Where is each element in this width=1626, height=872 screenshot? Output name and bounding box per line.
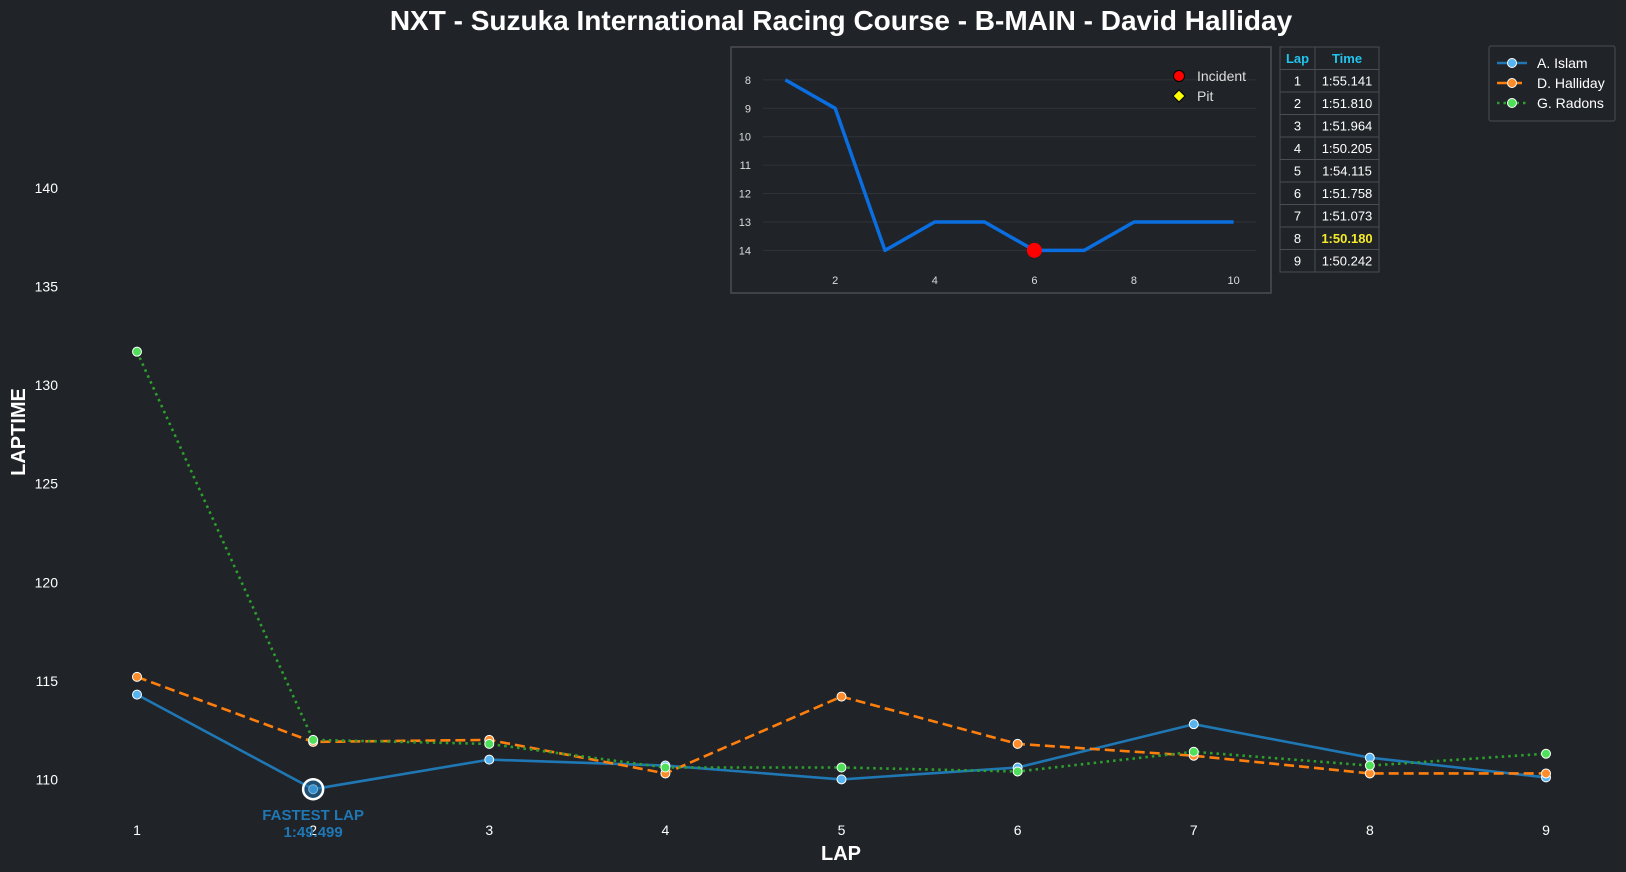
- y-tick-label: 130: [35, 377, 59, 393]
- data-point: [132, 671, 142, 682]
- main-series-group: [132, 346, 1551, 795]
- y-tick-label: 125: [35, 476, 59, 492]
- x-tick-label: 6: [1014, 822, 1022, 838]
- inset-y-tick-label: 13: [739, 217, 751, 229]
- y-tick-label: 135: [35, 279, 59, 295]
- x-tick-label: 3: [485, 822, 493, 838]
- inset-frame: [730, 46, 1272, 294]
- table-time-cell: 1:50.242: [1322, 254, 1373, 269]
- inset-y-tick-label: 9: [745, 103, 751, 115]
- incident-marker: [1026, 242, 1042, 258]
- inset-x-tick-label: 4: [932, 275, 938, 287]
- data-point: [1012, 738, 1023, 749]
- inset-x-tick-label: 10: [1227, 275, 1239, 287]
- data-point: [660, 762, 671, 773]
- table-lap-cell: 4: [1294, 141, 1301, 156]
- inset-x-tick-label: 6: [1031, 275, 1037, 287]
- legend-marker: [1507, 58, 1517, 68]
- data-point: [836, 762, 847, 773]
- data-point: [1364, 760, 1375, 771]
- fastest-lap-label: FASTEST LAP: [262, 807, 364, 824]
- legend-marker: [1507, 78, 1517, 88]
- fastest-lap-marker: [301, 777, 325, 801]
- incident-legend-label: Incident: [1197, 68, 1246, 84]
- data-point: [132, 346, 142, 357]
- table-best-time-cell: 1:50.180: [1321, 231, 1372, 246]
- data-point: [1541, 768, 1551, 779]
- main-legend: A. Islam D. Halliday G. Radons: [1488, 45, 1616, 122]
- chart-title: NXT - Suzuka International Racing Course…: [390, 5, 1293, 36]
- legend-box: [1488, 45, 1616, 122]
- y-tick-label: 120: [35, 574, 59, 590]
- inset-y-tick-label: 14: [739, 245, 751, 257]
- table-time-cell: 1:51.964: [1322, 119, 1373, 134]
- table-time-cell: 1:51.073: [1322, 209, 1373, 224]
- series-line-dhalliday: [136, 675, 1546, 775]
- y-axis-label: LAPTIME: [8, 388, 30, 476]
- table-header-cell: Lap: [1286, 51, 1309, 66]
- data-point: [484, 754, 495, 765]
- pit-legend-marker: [1172, 89, 1186, 103]
- y-tick-label: 110: [36, 771, 59, 787]
- x-tick-label: 2: [309, 822, 317, 838]
- table-time-cell: 1:51.810: [1322, 96, 1373, 111]
- incident-legend-marker: [1173, 70, 1185, 82]
- legend-marker: [1507, 98, 1517, 108]
- y-tick-label: 115: [36, 673, 59, 689]
- table-header-cell: Time: [1332, 51, 1362, 66]
- table-lap-cell: 5: [1294, 164, 1301, 179]
- table-lap-cell: 2: [1294, 96, 1301, 111]
- position-inset: 8 9 10 11 12 13 14 2 4 6 8 10 Incident Pit: [730, 46, 1272, 294]
- table-time-cell: 1:54.115: [1322, 164, 1372, 179]
- data-point: [836, 691, 847, 702]
- data-point: [836, 774, 847, 785]
- inset-x-tick-label: 2: [832, 275, 838, 287]
- table-lap-cell: 8: [1294, 231, 1301, 246]
- x-tick-label: 7: [1190, 822, 1198, 838]
- fastest-lap-time: 1:49.499: [284, 824, 343, 841]
- table-lap-cell: 1: [1294, 74, 1301, 89]
- data-point: [484, 738, 495, 749]
- data-point: [308, 734, 319, 745]
- lap-times-table: Lap Time 1 1:55.141 2 1:51.810 3 1:51.964 4 1:50.…: [1279, 46, 1380, 273]
- inset-y-tick-label: 11: [740, 160, 751, 172]
- pit-legend-label: Pit: [1197, 88, 1213, 104]
- inset-y-tick-label: 8: [745, 75, 751, 87]
- x-axis-label: LAP: [821, 843, 861, 865]
- series-line-gradons: [135, 351, 1547, 773]
- inset-x-tick-label: 8: [1131, 275, 1137, 287]
- x-tick-label: 5: [838, 822, 846, 838]
- table-lap-cell: 7: [1294, 209, 1301, 224]
- data-point: [1541, 748, 1551, 759]
- legend-label: A. Islam: [1537, 55, 1588, 71]
- data-point: [1188, 719, 1199, 730]
- x-tick-label: 8: [1366, 822, 1374, 838]
- y-tick-label: 140: [35, 180, 59, 196]
- table-lap-cell: 3: [1294, 119, 1301, 134]
- table-lap-cell: 6: [1294, 186, 1301, 201]
- table-time-cell: 1:55.141: [1322, 74, 1373, 89]
- data-point: [1188, 746, 1199, 757]
- x-tick-label: 1: [133, 822, 141, 838]
- x-tick-label: 4: [661, 822, 669, 838]
- inset-y-tick-label: 10: [739, 132, 751, 144]
- inset-y-tick-label: 12: [739, 189, 751, 201]
- x-tick-label: 9: [1542, 822, 1550, 838]
- table-time-cell: 1:50.205: [1322, 141, 1373, 156]
- position-line: [784, 78, 1234, 253]
- table-time-cell: 1:51.758: [1322, 186, 1373, 201]
- data-point: [1012, 766, 1023, 777]
- data-point: [132, 689, 142, 700]
- legend-label: D. Halliday: [1537, 75, 1605, 91]
- table-lap-cell: 9: [1294, 254, 1301, 269]
- legend-label: G. Radons: [1537, 95, 1604, 111]
